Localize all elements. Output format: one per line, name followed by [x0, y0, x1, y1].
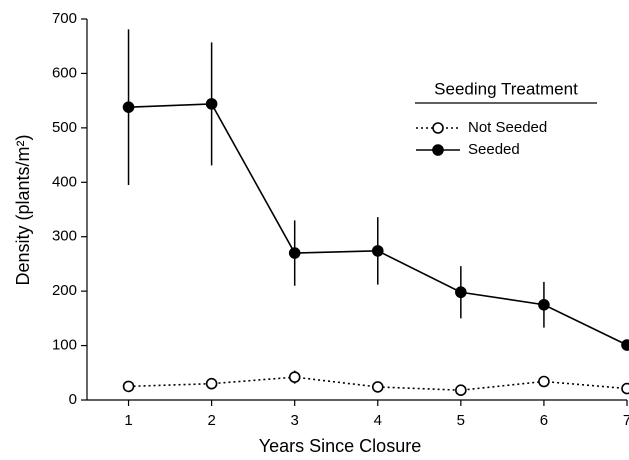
- point: [205, 98, 218, 110]
- y-tick-label: 500: [52, 119, 77, 136]
- y-tick-label: 200: [52, 282, 77, 299]
- x-tick-label: 2: [207, 412, 215, 429]
- x-axis-label: Years Since Closure: [259, 436, 421, 456]
- point: [621, 339, 629, 351]
- x-tick-label: 4: [374, 412, 382, 429]
- legend-title: Seeding Treatment: [434, 79, 578, 98]
- point: [288, 247, 301, 259]
- x-tick-label: 6: [540, 412, 548, 429]
- point: [455, 286, 467, 299]
- legend-label: Not Seeded: [468, 119, 547, 136]
- point: [205, 377, 218, 390]
- y-tick-label: 100: [52, 337, 77, 354]
- x-tick-label: 3: [291, 412, 299, 429]
- x-tick-label: 1: [124, 412, 132, 429]
- point: [538, 375, 550, 388]
- point: [371, 245, 384, 257]
- legend-marker: [432, 144, 444, 156]
- y-axis-label: Density (plants/m²): [13, 134, 33, 285]
- point: [538, 298, 550, 311]
- point: [455, 384, 467, 397]
- y-tick-label: 400: [52, 173, 77, 190]
- y-tick-label: 300: [52, 228, 77, 245]
- point: [122, 380, 135, 393]
- y-tick-label: 700: [52, 10, 77, 27]
- x-tick-label: 7: [623, 412, 629, 429]
- x-tick-label: 5: [457, 412, 465, 429]
- legend-label: Seeded: [468, 141, 520, 158]
- point: [288, 371, 301, 383]
- point: [371, 381, 384, 393]
- legend-marker: [432, 122, 444, 134]
- y-tick-label: 600: [52, 64, 77, 81]
- point: [621, 382, 629, 395]
- point: [122, 101, 135, 113]
- y-tick-label: 0: [69, 391, 77, 408]
